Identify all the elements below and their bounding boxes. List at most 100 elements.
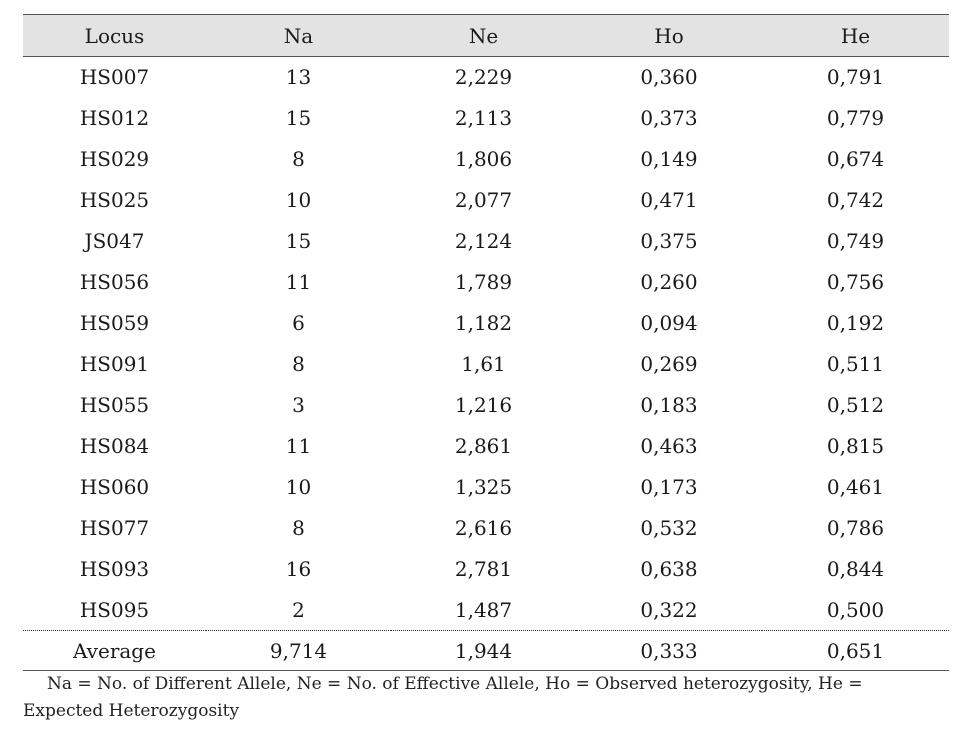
cell-na: 8 [292,147,305,171]
cell-na: 8 [292,352,305,376]
allele-table-container: Locus Na Ne Ho He HS007 13 2,229 0,360 0,791… [23,14,949,671]
average-he: 0,651 [762,630,949,671]
cell-he: 0,512 [826,393,885,417]
cell-he: 0,461 [826,475,885,499]
allele-statistics-table: Locus Na Ne Ho He HS007 13 2,229 0,360 0,791… [23,14,949,671]
table-header-row: Locus Na Ne Ho He [23,14,949,57]
table-body: HS007 13 2,229 0,360 0,791 HS012 15 2,113 0,373 0… [23,57,949,631]
cell-locus: HS093 [79,557,150,581]
cell-ho: 0,375 [640,229,698,253]
cell-ne: 2,124 [454,229,513,253]
cell-locus: HS059 [79,311,150,335]
cell-ho: 0,183 [640,393,698,417]
average-na: 9,714 [206,630,391,671]
cell-locus: HS055 [79,393,150,417]
cell-he: 0,844 [826,557,885,581]
cell-ho: 0,094 [640,311,698,335]
cell-locus: HS012 [79,106,150,130]
table-row: HS059 6 1,182 0,094 0,192 [23,303,949,344]
cell-ne: 1,182 [454,311,513,335]
cell-he: 0,500 [826,597,885,622]
average-ne: 1,944 [391,630,576,671]
table-row: HS029 8 1,806 0,149 0,674 [23,139,949,180]
cell-na: 16 [285,557,312,581]
cell-he: 0,511 [826,352,885,376]
cell-ne: 2,077 [454,188,513,212]
header-na: Na [206,14,391,57]
cell-ne: 1,216 [454,393,513,417]
table-row: HS007 13 2,229 0,360 0,791 [23,57,949,98]
cell-he: 0,786 [826,516,885,540]
cell-ne: 1,325 [454,475,513,499]
cell-ne: 2,229 [454,65,513,90]
cell-na: 13 [285,65,312,90]
cell-ho: 0,471 [640,188,698,212]
cell-ho: 0,269 [640,352,698,376]
table-row: HS055 3 1,216 0,183 0,512 [23,385,949,426]
cell-locus: HS025 [79,188,150,212]
table-row: HS060 10 1,325 0,173 0,461 [23,467,949,508]
table-row: HS025 10 2,077 0,471 0,742 [23,180,949,221]
table-row: HS084 11 2,861 0,463 0,815 [23,426,949,467]
cell-na: 6 [292,311,305,335]
footnote-line-1: Na = No. of Different Allele, Ne = No. o… [47,674,863,694]
cell-ne: 2,616 [454,516,513,540]
footnote-line-2: Expected Heterozygosity [23,701,240,721]
cell-he: 0,674 [826,147,885,171]
header-he: He [762,14,949,57]
cell-locus: HS084 [79,434,150,458]
cell-locus: HS056 [79,270,150,294]
cell-ne: 2,861 [454,434,513,458]
cell-locus: HS007 [79,65,150,90]
header-locus: Locus [23,14,206,57]
cell-he: 0,756 [826,270,885,294]
cell-locus: HS091 [79,352,150,376]
cell-ne: 1,806 [454,147,513,171]
table-footnote: Na = No. of Different Allele, Ne = No. o… [23,671,903,725]
table-row: HS077 8 2,616 0,532 0,786 [23,508,949,549]
cell-ho: 0,532 [640,516,698,540]
cell-he: 0,779 [826,106,885,130]
header-ne: Ne [391,14,576,57]
cell-locus: HS077 [79,516,150,540]
cell-he: 0,192 [826,311,885,335]
cell-ho: 0,260 [640,270,698,294]
cell-ho: 0,149 [640,147,698,171]
cell-na: 10 [285,188,312,212]
average-row: Average 9,714 1,944 0,333 0,651 [23,630,949,671]
cell-ho: 0,322 [640,597,698,622]
cell-he: 0,742 [826,188,885,212]
cell-locus: HS029 [79,147,150,171]
cell-na: 15 [285,229,312,253]
cell-he: 0,815 [826,434,885,458]
cell-na: 15 [285,106,312,130]
table-row: HS056 11 1,789 0,260 0,756 [23,262,949,303]
table-row: HS091 8 1,61 0,269 0,511 [23,344,949,385]
cell-ne: 2,781 [454,557,513,581]
cell-na: 10 [285,475,312,499]
cell-na: 3 [292,393,305,417]
table-row: JS047 15 2,124 0,375 0,749 [23,221,949,262]
header-ho: Ho [576,14,762,57]
cell-na: 11 [285,434,312,458]
cell-locus: JS047 [84,229,145,253]
cell-ho: 0,463 [640,434,698,458]
cell-he: 0,791 [826,65,885,90]
table-row: HS093 16 2,781 0,638 0,844 [23,549,949,590]
cell-ho: 0,638 [640,557,698,581]
cell-ne: 1,487 [454,597,513,622]
cell-na: 8 [292,516,305,540]
cell-na: 2 [292,597,305,622]
cell-ne: 1,789 [454,270,513,294]
cell-locus: HS095 [79,597,150,622]
average-ho: 0,333 [576,630,762,671]
cell-na: 11 [285,270,312,294]
cell-ho: 0,373 [640,106,698,130]
cell-he: 0,749 [826,229,885,253]
cell-locus: HS060 [79,475,150,499]
cell-ho: 0,360 [640,65,698,90]
table-row: HS095 2 1,487 0,322 0,500 [23,590,949,631]
cell-ne: 1,61 [461,352,506,376]
table-row: HS012 15 2,113 0,373 0,779 [23,98,949,139]
cell-ho: 0,173 [640,475,698,499]
